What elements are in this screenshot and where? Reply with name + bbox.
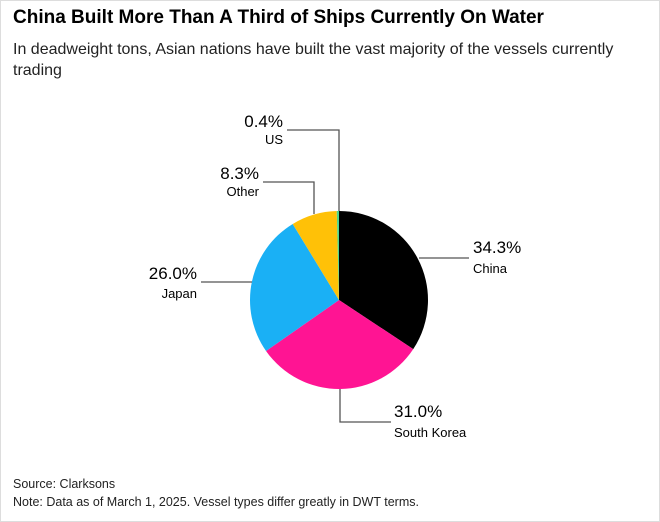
chart-title: China Built More Than A Third of Ships C…: [13, 7, 544, 28]
value-label-japan: 26.0%: [149, 264, 197, 283]
value-label-other: 8.3%: [220, 164, 259, 183]
pie-slice-japan: [250, 223, 339, 351]
category-label-south-korea: South Korea: [394, 425, 467, 440]
value-label-china: 34.3%: [473, 238, 521, 257]
leader-line-other: [263, 181, 315, 214]
pie-slice-us: [336, 211, 339, 300]
category-label-other: Other: [226, 184, 259, 199]
leader-line-us: [287, 129, 340, 211]
value-label-us: 0.4%: [244, 112, 283, 131]
category-label-china: China: [473, 261, 508, 276]
chart-subtitle: In deadweight tons, Asian nations have b…: [13, 41, 614, 79]
pie-slice-other: [292, 211, 339, 300]
pie-slice-china: [339, 211, 429, 350]
category-label-japan: Japan: [162, 286, 197, 301]
value-label-south-korea: 31.0%: [394, 402, 442, 421]
leader-line-south-korea: [339, 389, 391, 423]
source-text: Source: Clarksons: [13, 477, 116, 491]
pie-slice-south-korea: [266, 300, 414, 390]
category-label-us: US: [265, 132, 283, 147]
note-text: Note: Data as of March 1, 2025. Vessel t…: [13, 495, 419, 509]
